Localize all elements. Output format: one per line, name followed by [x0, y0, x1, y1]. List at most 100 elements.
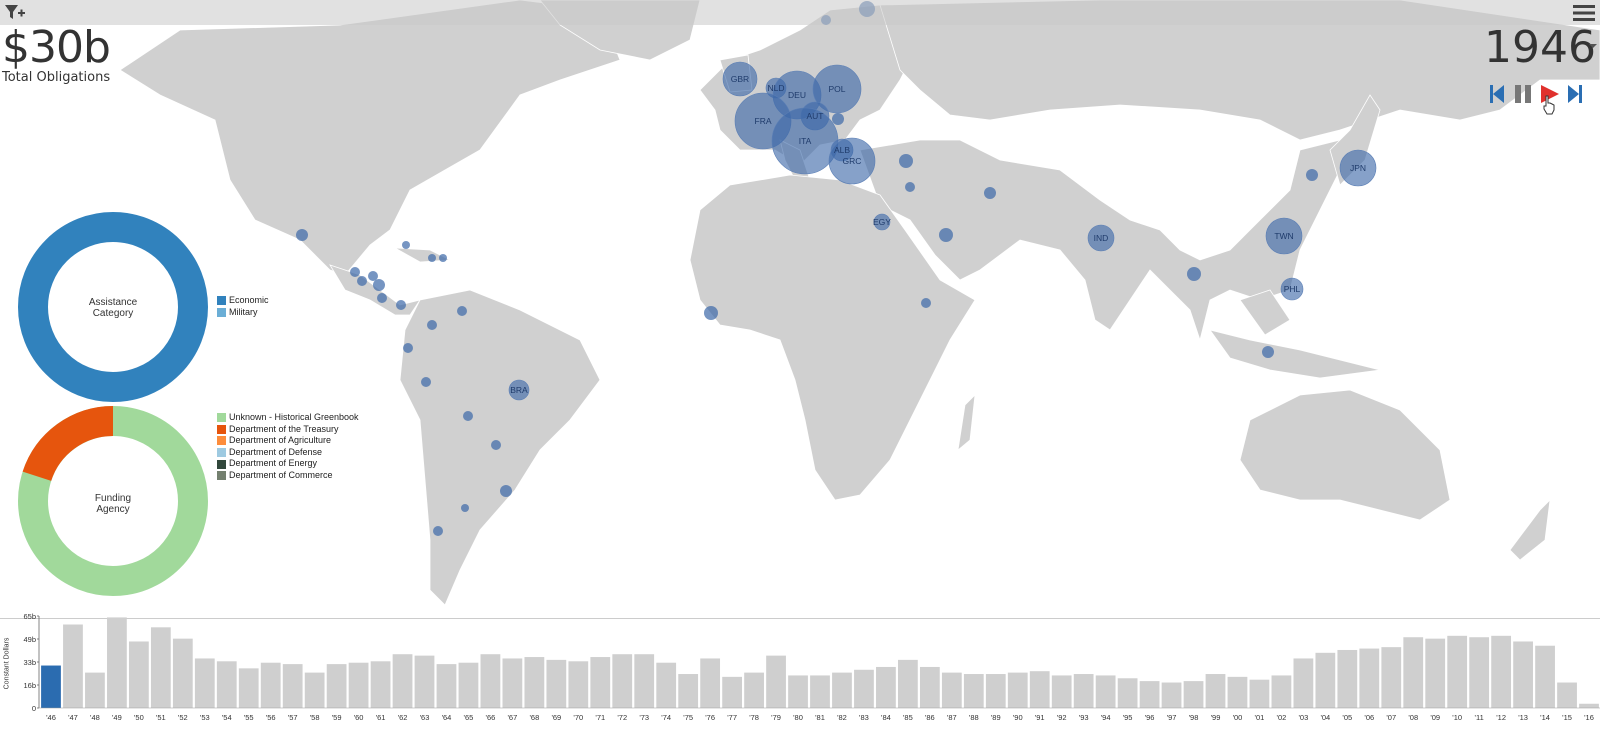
timeline-bar[interactable] [41, 665, 61, 708]
timeline-bar[interactable] [436, 664, 457, 708]
country-bubble[interactable] [921, 298, 931, 308]
x-tick-label[interactable]: '87 [947, 713, 957, 722]
country-bubble[interactable] [500, 485, 512, 497]
timeline-bar[interactable] [1513, 641, 1533, 708]
funding-agency-legend-item[interactable]: Department of Commerce [217, 470, 359, 482]
timeline-bar[interactable] [370, 661, 391, 708]
country-bubble[interactable] [899, 154, 913, 168]
timeline-bar[interactable] [1249, 679, 1270, 708]
timeline-bar[interactable] [282, 664, 303, 708]
x-tick-label[interactable]: '99 [1211, 713, 1221, 722]
timeline-bar[interactable] [854, 669, 874, 708]
timeline-bar[interactable] [1315, 652, 1336, 708]
x-tick-label[interactable]: '94 [1101, 713, 1111, 722]
x-tick-label[interactable]: '63 [420, 713, 430, 722]
timeline-bar[interactable] [194, 658, 215, 708]
timeline-bar[interactable] [480, 654, 501, 708]
timeline-bar[interactable] [832, 672, 852, 708]
country-bubble[interactable] [427, 320, 437, 330]
country-bubble[interactable] [457, 306, 467, 316]
assistance-category-legend-item[interactable]: Military [217, 307, 269, 319]
year-display[interactable]: 1946 [1484, 22, 1596, 73]
timeline-bar[interactable] [458, 662, 479, 708]
funding-agency-legend-item[interactable]: Department of Agriculture [217, 435, 359, 447]
x-tick-label[interactable]: '98 [1189, 713, 1199, 722]
timeline-bar[interactable] [1469, 637, 1490, 708]
x-tick-label[interactable]: '60 [354, 713, 364, 722]
x-tick-label[interactable]: '54 [222, 713, 232, 722]
country-bubble[interactable] [428, 254, 436, 262]
country-bubble[interactable] [984, 187, 996, 199]
x-tick-label[interactable]: '76 [705, 713, 715, 722]
timeline-bar[interactable] [172, 638, 193, 708]
country-bubble[interactable] [421, 377, 431, 387]
x-tick-label[interactable]: '82 [837, 713, 847, 722]
x-tick-label[interactable]: '06 [1364, 713, 1374, 722]
funding-agency-legend-item[interactable]: Unknown - Historical Greenbook [217, 412, 359, 424]
timeline-bar[interactable] [1491, 635, 1512, 708]
x-tick-label[interactable]: '07 [1386, 713, 1396, 722]
country-bubble-phl[interactable] [1280, 277, 1304, 301]
country-bubble[interactable] [1187, 267, 1201, 281]
x-tick-label[interactable]: '71 [595, 713, 605, 722]
country-bubble-gbr[interactable] [722, 61, 758, 97]
donut-slice-economic[interactable] [18, 212, 208, 402]
timeline-bar[interactable] [1007, 672, 1028, 708]
x-tick-label[interactable]: '10 [1452, 713, 1462, 722]
x-tick-label[interactable]: '11 [1475, 713, 1484, 722]
timeline-bar[interactable] [1447, 635, 1468, 708]
country-bubble[interactable] [461, 504, 469, 512]
timeline-bar[interactable] [1073, 674, 1094, 708]
x-tick-label[interactable]: '09 [1430, 713, 1440, 722]
timeline-bar[interactable] [876, 666, 896, 708]
x-tick-label[interactable]: '62 [398, 713, 408, 722]
x-tick-label[interactable]: '13 [1518, 713, 1528, 722]
country-bubble-twn[interactable] [1265, 217, 1303, 255]
timeline-bar[interactable] [898, 659, 918, 708]
country-bubble[interactable] [368, 271, 378, 281]
country-bubble[interactable] [491, 440, 501, 450]
timeline-bar[interactable] [744, 672, 764, 708]
filter-add-icon[interactable] [4, 3, 26, 23]
timeline-bar[interactable] [810, 675, 830, 708]
country-bubble[interactable] [1262, 346, 1274, 358]
x-tick-label[interactable]: '56 [266, 713, 276, 722]
x-tick-label[interactable]: '47 [68, 713, 78, 722]
timeline-bar[interactable] [348, 662, 369, 708]
x-tick-label[interactable]: '66 [486, 713, 496, 722]
country-bubble[interactable] [357, 276, 367, 286]
timeline-bar[interactable] [1161, 682, 1182, 708]
x-tick-label[interactable]: '89 [991, 713, 1001, 722]
timeline-bar[interactable] [1271, 675, 1292, 708]
timeline-bar[interactable] [216, 661, 237, 708]
country-bubble-ind[interactable] [1087, 224, 1115, 252]
country-bubble[interactable] [463, 411, 473, 421]
x-tick-label[interactable]: '96 [1145, 713, 1155, 722]
timeline-bar[interactable] [1337, 649, 1358, 708]
timeline-bar[interactable] [1183, 681, 1204, 708]
x-tick-label[interactable]: '88 [969, 713, 979, 722]
x-tick-label[interactable]: '78 [749, 713, 759, 722]
x-tick-label[interactable]: '80 [793, 713, 803, 722]
x-tick-label[interactable]: '68 [529, 713, 539, 722]
x-tick-label[interactable]: '51 [156, 713, 166, 722]
x-tick-label[interactable]: '49 [112, 713, 122, 722]
timeline-bar[interactable] [1425, 638, 1446, 708]
x-tick-label[interactable]: '93 [1079, 713, 1089, 722]
x-tick-label[interactable]: '14 [1540, 713, 1550, 722]
timeline-bar[interactable] [1139, 681, 1160, 708]
country-bubble-egy[interactable] [873, 213, 891, 231]
timeline-bar[interactable] [590, 657, 611, 708]
timeline-bar[interactable] [63, 624, 83, 708]
timeline-bar[interactable] [1051, 675, 1072, 708]
timeline-bar[interactable] [612, 654, 633, 708]
timeline-bar[interactable] [919, 666, 940, 708]
funding-agency-legend-item[interactable]: Department of the Treasury [217, 424, 359, 436]
country-bubble[interactable] [704, 306, 718, 320]
x-tick-label[interactable]: '65 [464, 713, 474, 722]
x-tick-label[interactable]: '48 [90, 713, 100, 722]
x-tick-label[interactable]: '59 [332, 713, 342, 722]
x-tick-label[interactable]: '79 [771, 713, 781, 722]
